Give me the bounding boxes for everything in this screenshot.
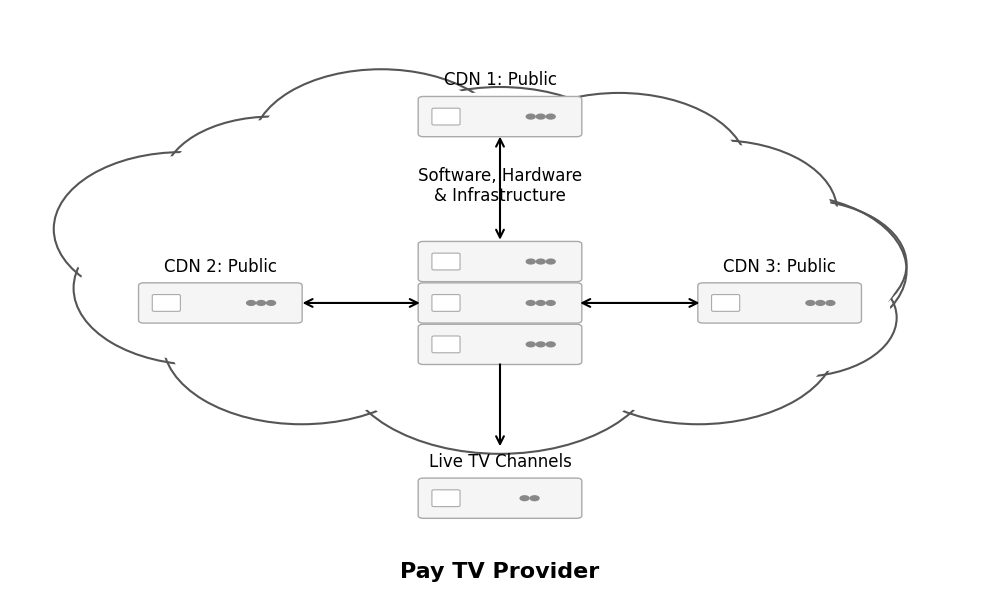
Circle shape: [815, 300, 826, 306]
Text: Software, Hardware
& Infrastructure: Software, Hardware & Infrastructure: [418, 167, 582, 205]
Circle shape: [536, 341, 546, 347]
Circle shape: [599, 140, 837, 282]
Circle shape: [100, 197, 345, 343]
Circle shape: [688, 199, 907, 329]
FancyBboxPatch shape: [432, 336, 460, 353]
Circle shape: [546, 341, 556, 347]
Circle shape: [536, 300, 546, 306]
Circle shape: [529, 495, 540, 501]
FancyBboxPatch shape: [152, 295, 180, 311]
Circle shape: [546, 300, 556, 306]
Circle shape: [825, 300, 836, 306]
Circle shape: [694, 203, 901, 326]
Circle shape: [266, 300, 276, 306]
FancyBboxPatch shape: [432, 490, 460, 506]
Text: CDN 3: Public: CDN 3: Public: [723, 258, 836, 276]
FancyBboxPatch shape: [418, 241, 582, 281]
Circle shape: [536, 113, 546, 119]
Circle shape: [282, 140, 718, 401]
Circle shape: [479, 169, 818, 371]
Circle shape: [526, 300, 536, 306]
Circle shape: [163, 259, 441, 424]
Circle shape: [703, 262, 892, 374]
FancyBboxPatch shape: [418, 97, 582, 137]
Circle shape: [698, 259, 897, 377]
Circle shape: [246, 300, 256, 306]
FancyBboxPatch shape: [432, 108, 460, 125]
Circle shape: [361, 87, 639, 253]
Circle shape: [655, 197, 900, 343]
Circle shape: [526, 113, 536, 119]
Circle shape: [526, 341, 536, 347]
Circle shape: [546, 113, 556, 119]
Circle shape: [173, 164, 530, 377]
Text: Pay TV Provider: Pay TV Provider: [400, 562, 600, 582]
Circle shape: [93, 193, 351, 347]
Text: CDN 1: Public: CDN 1: Public: [444, 71, 556, 89]
Circle shape: [470, 164, 827, 377]
Circle shape: [60, 156, 305, 302]
Circle shape: [170, 263, 434, 420]
Circle shape: [605, 144, 831, 278]
Circle shape: [519, 495, 530, 501]
Circle shape: [256, 300, 266, 306]
Circle shape: [80, 215, 325, 361]
Text: CDN 2: Public: CDN 2: Public: [164, 258, 277, 276]
Circle shape: [341, 265, 659, 454]
Circle shape: [54, 152, 312, 306]
FancyBboxPatch shape: [698, 283, 861, 323]
Text: Live TV Channels: Live TV Channels: [429, 453, 571, 471]
Circle shape: [490, 93, 748, 247]
Circle shape: [649, 193, 907, 347]
Circle shape: [163, 116, 381, 247]
FancyBboxPatch shape: [418, 283, 582, 323]
Circle shape: [252, 69, 510, 223]
Circle shape: [546, 259, 556, 265]
Circle shape: [259, 73, 503, 219]
FancyBboxPatch shape: [418, 324, 582, 364]
Circle shape: [368, 91, 632, 248]
Circle shape: [168, 120, 376, 244]
Circle shape: [566, 263, 830, 420]
FancyBboxPatch shape: [432, 253, 460, 270]
FancyBboxPatch shape: [418, 478, 582, 518]
Circle shape: [293, 147, 707, 394]
FancyBboxPatch shape: [712, 295, 740, 311]
FancyBboxPatch shape: [139, 283, 302, 323]
Circle shape: [497, 97, 741, 243]
FancyBboxPatch shape: [432, 295, 460, 311]
Circle shape: [526, 259, 536, 265]
Circle shape: [559, 259, 837, 424]
Circle shape: [536, 259, 546, 265]
Circle shape: [805, 300, 816, 306]
Circle shape: [349, 269, 651, 449]
Circle shape: [74, 211, 331, 365]
Circle shape: [182, 169, 521, 371]
